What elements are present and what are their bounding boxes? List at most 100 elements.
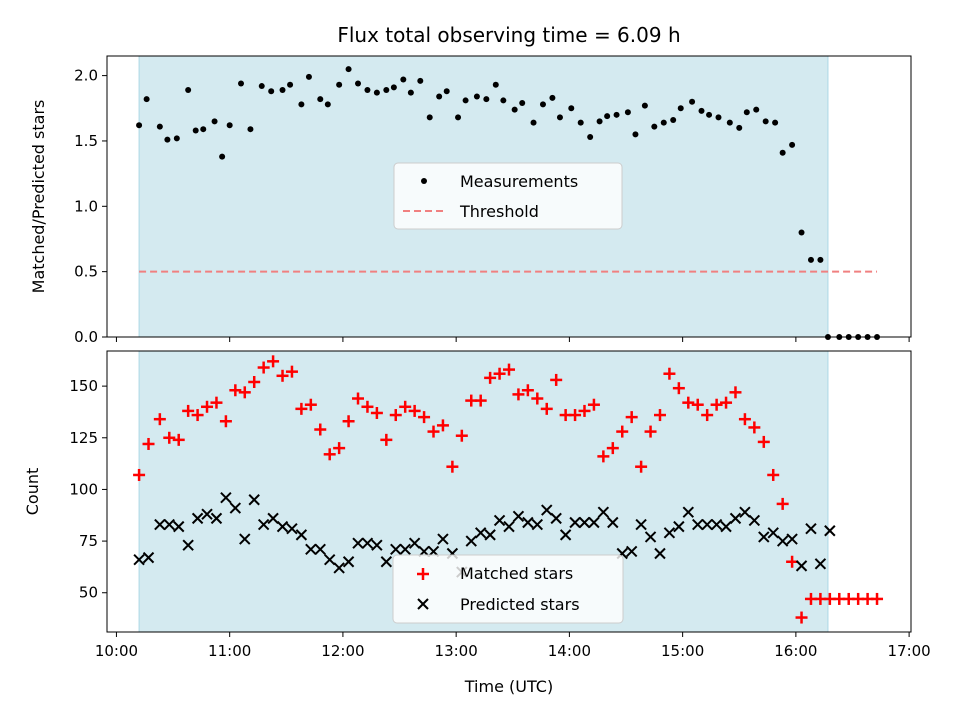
predicted-star-point xyxy=(484,529,496,541)
measurement-point xyxy=(390,84,397,91)
bottom-legend: Matched stars Predicted stars xyxy=(392,554,624,624)
bottom-legend-box xyxy=(392,554,624,624)
predicted-star-point xyxy=(437,533,449,545)
legend-matched-marker xyxy=(417,568,429,580)
predicted-star-point xyxy=(133,553,145,566)
matched-star-point xyxy=(133,468,146,481)
predicted-star-point xyxy=(814,558,827,570)
bottom-matched-layer xyxy=(133,355,884,624)
predicted-star-point xyxy=(295,529,308,541)
predicted-star-point xyxy=(588,516,600,529)
matched-star-point xyxy=(418,411,431,424)
predicted-star-point xyxy=(380,556,393,568)
predicted-star-point xyxy=(767,527,779,539)
measurement-point xyxy=(596,118,603,125)
bottom-yticks: 50 75 100 125 150 xyxy=(69,377,107,602)
matched-star-point xyxy=(663,367,676,380)
measurement-point xyxy=(762,118,769,125)
matched-star-point xyxy=(455,429,468,442)
measurement-point xyxy=(789,141,796,148)
matched-star-point xyxy=(503,363,515,376)
measurement-point xyxy=(211,118,218,125)
measurement-point xyxy=(287,81,294,88)
matched-star-point xyxy=(295,402,308,415)
matched-star-point xyxy=(606,442,619,455)
predicted-star-point xyxy=(399,543,411,556)
matched-star-point xyxy=(521,384,534,397)
measurement-point xyxy=(336,81,343,88)
predicted-star-point xyxy=(286,522,298,535)
measurement-point xyxy=(483,96,490,103)
measurement-point xyxy=(383,86,390,93)
predicted-star-point xyxy=(635,518,647,531)
matched-star-point xyxy=(399,400,412,413)
top-panel: 0.00.51.01.52.0 Matched/Predicted stars … xyxy=(29,55,912,346)
measurement-point xyxy=(726,119,733,126)
matched-star-point xyxy=(672,382,685,395)
measurement-point xyxy=(549,94,556,101)
predicted-star-point xyxy=(758,531,770,543)
measurement-point xyxy=(156,123,163,130)
measurement-point xyxy=(689,98,696,105)
matched-star-point xyxy=(314,423,327,436)
matched-star-point xyxy=(625,411,638,424)
predicted-star-point xyxy=(267,512,279,525)
measurement-point xyxy=(492,81,499,88)
predicted-star-point xyxy=(257,518,270,531)
legend-measurements-label: Measurements xyxy=(460,172,578,191)
top-legend-box xyxy=(393,162,623,230)
measurement-point xyxy=(706,111,713,118)
predicted-star-point xyxy=(720,520,732,533)
predicted-star-point xyxy=(578,516,591,529)
predicted-star-point xyxy=(805,522,817,535)
predicted-star-point xyxy=(248,494,260,506)
matched-star-point xyxy=(238,386,251,399)
matched-star-point xyxy=(710,398,723,411)
matched-star-point xyxy=(191,409,204,422)
predicted-star-point xyxy=(142,551,155,564)
matched-star-point xyxy=(569,409,582,422)
measurement-point xyxy=(660,119,667,126)
matched-star-point xyxy=(757,435,770,448)
predicted-star-point xyxy=(776,535,789,547)
matched-star-point xyxy=(540,402,553,415)
measurement-point xyxy=(651,123,658,130)
matched-star-point xyxy=(493,367,506,380)
predicted-star-point xyxy=(522,516,534,529)
matched-star-point xyxy=(380,433,393,446)
predicted-star-point xyxy=(220,491,232,504)
ytick-label: 125 xyxy=(69,429,98,447)
figure-title: Flux total observing time = 6.09 h xyxy=(337,23,680,47)
legend-measurements-marker xyxy=(421,178,427,184)
predicted-star-point xyxy=(824,525,836,537)
matched-star-point xyxy=(333,442,346,455)
predicted-star-point xyxy=(625,545,638,558)
measurement-point xyxy=(539,101,546,108)
xtick-label: 12:00 xyxy=(321,642,364,660)
matched-star-point xyxy=(285,365,298,378)
measurement-point xyxy=(136,122,143,129)
matched-star-point xyxy=(748,421,761,434)
measurement-point xyxy=(624,109,631,116)
matched-star-point xyxy=(587,398,600,411)
matched-star-point xyxy=(531,392,544,405)
legend-threshold-label: Threshold xyxy=(459,202,539,221)
measurement-point xyxy=(753,106,760,113)
measurement-point xyxy=(258,83,265,90)
measurement-point xyxy=(473,93,480,100)
matched-star-point xyxy=(446,460,459,473)
matched-star-point xyxy=(427,425,440,438)
predicted-star-point xyxy=(739,506,751,518)
measurement-point xyxy=(500,97,507,104)
measurement-point xyxy=(530,119,537,126)
measurement-point xyxy=(279,86,286,93)
predicted-star-point xyxy=(795,560,808,572)
ytick-label: 0.0 xyxy=(74,328,98,346)
measurement-point xyxy=(364,86,371,93)
predicted-star-point xyxy=(173,520,185,533)
measurement-point xyxy=(324,101,331,108)
predicted-star-point xyxy=(673,520,685,533)
matched-star-point xyxy=(720,396,733,409)
measurement-point xyxy=(298,101,305,108)
